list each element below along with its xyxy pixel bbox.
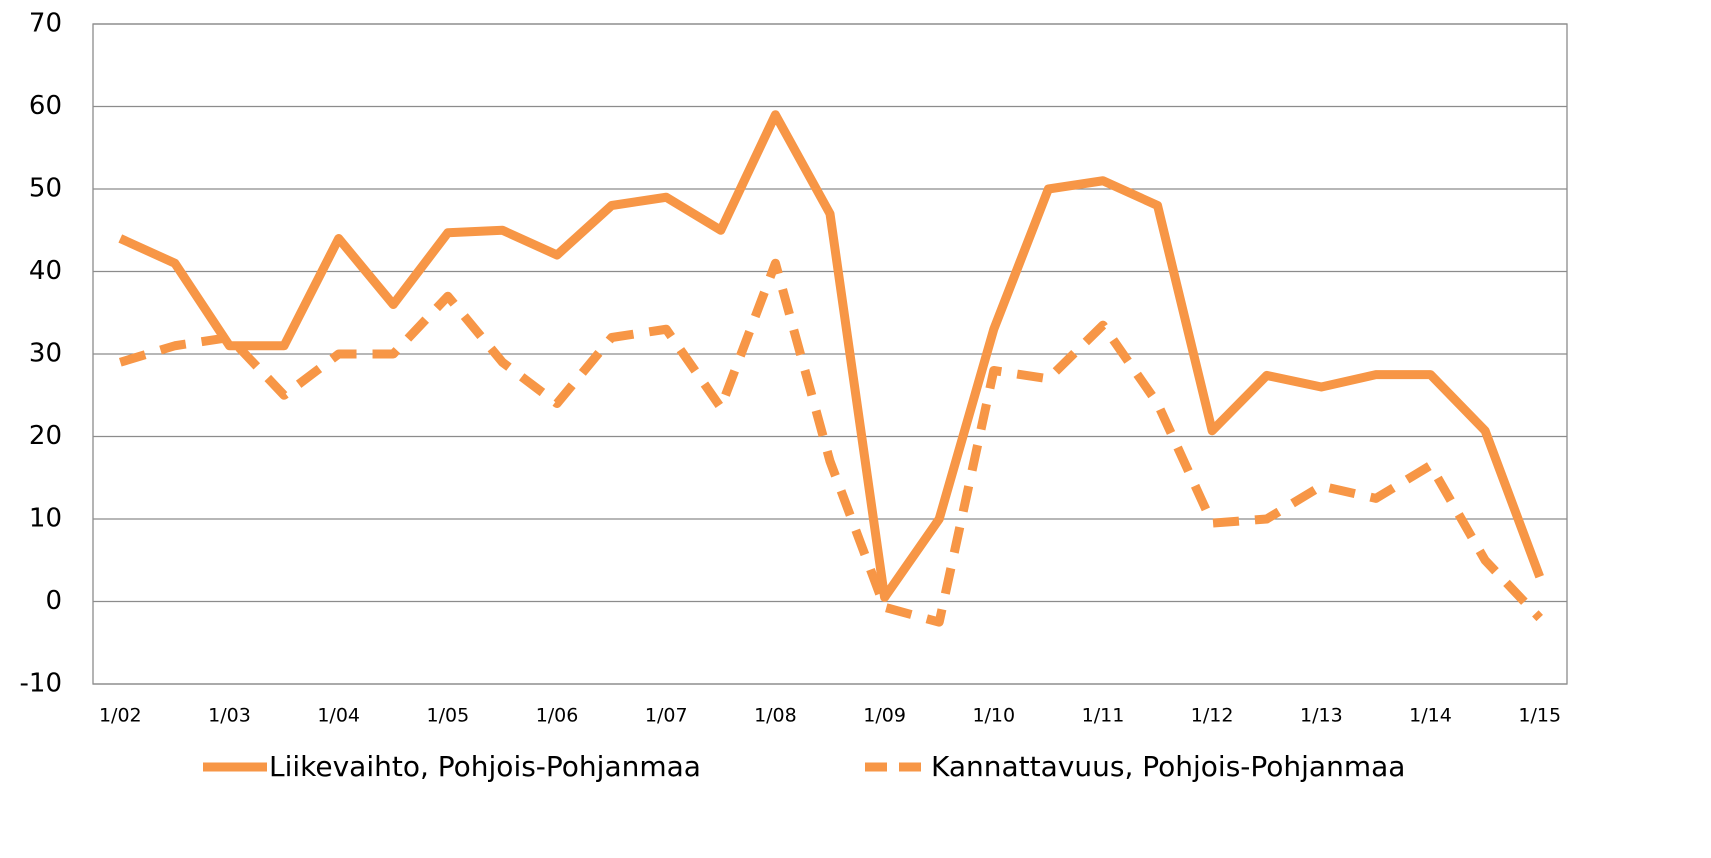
legend-label: Liikevaihto, Pohjois-Pohjanmaa bbox=[269, 750, 701, 783]
y-tick-label: 0 bbox=[45, 586, 62, 616]
x-tick-label: 1/09 bbox=[863, 705, 906, 727]
x-tick-label: 1/02 bbox=[99, 705, 142, 727]
y-tick-label: -10 bbox=[20, 669, 62, 699]
y-tick-label: 30 bbox=[29, 339, 62, 369]
x-tick-label: 1/07 bbox=[645, 705, 688, 727]
legend-label: Kannattavuus, Pohjois-Pohjanmaa bbox=[931, 750, 1405, 783]
x-tick-label: 1/06 bbox=[536, 705, 579, 727]
x-tick-label: 1/12 bbox=[1191, 705, 1234, 727]
line-series bbox=[118, 258, 1543, 627]
y-tick-label: 50 bbox=[29, 174, 62, 204]
y-tick-label: 40 bbox=[29, 256, 62, 286]
x-tick-label: 1/03 bbox=[208, 705, 251, 727]
x-tick-label: 1/08 bbox=[754, 705, 797, 727]
x-tick-label: 1/10 bbox=[972, 705, 1015, 727]
plot-border bbox=[92, 23, 1568, 685]
x-tick-label: 1/11 bbox=[1082, 705, 1125, 727]
x-tick-label: 1/15 bbox=[1518, 705, 1561, 727]
y-tick-label: 10 bbox=[29, 504, 62, 534]
y-tick-label: 20 bbox=[29, 421, 62, 451]
line-series bbox=[118, 110, 1544, 602]
x-tick-label: 1/05 bbox=[427, 705, 470, 727]
x-tick-label: 1/14 bbox=[1409, 705, 1452, 727]
y-tick-label: 70 bbox=[29, 9, 62, 39]
x-tick-label: 1/13 bbox=[1300, 705, 1343, 727]
x-tick-label: 1/04 bbox=[317, 705, 360, 727]
y-tick-label: 60 bbox=[29, 91, 62, 121]
